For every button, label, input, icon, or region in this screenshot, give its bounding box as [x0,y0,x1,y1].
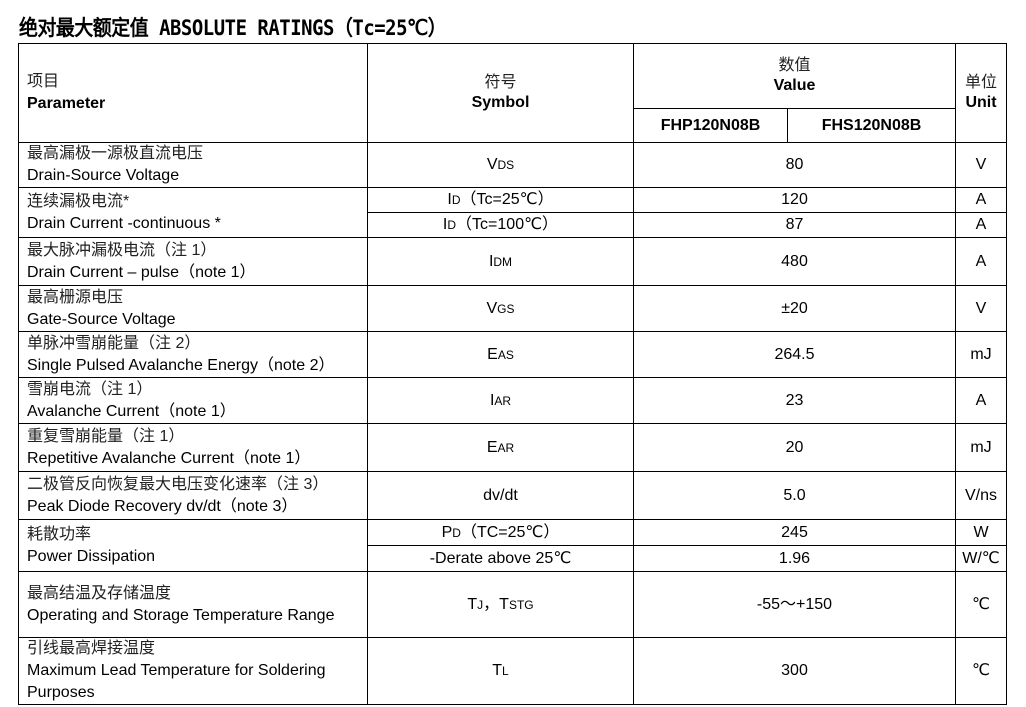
parameter-cell: 雪崩电流（注 1） Avalanche Current（note 1） [18,377,368,424]
table-row: 最高结温及存储温度 Operating and Storage Temperatu… [18,571,1007,638]
unit-cell: V [955,285,1007,332]
symbol-cell: TJ，TSTG [367,571,634,638]
symbol-cell: ID（Tc=25℃） [367,187,634,213]
parameter-cell: 引线最高焊接温度 Maximum Lead Temperature for Sol… [18,637,368,705]
table-row: 引线最高焊接温度 Maximum Lead Temperature for Sol… [18,637,1007,705]
symbol-cell: IDM [367,237,634,286]
value-cell: 300 [633,637,956,705]
unit-cell: ℃ [955,571,1007,638]
table-row: -Derate above 25℃ 1.96 W/℃ [19,545,1007,572]
table-row: 单脉冲雪崩能量（注 2） Single Pulsed Avalanche Ener… [18,331,1007,378]
value-cell: ±20 [633,285,956,332]
table-row: 雪崩电流（注 1） Avalanche Current（note 1） IAR 23 A [18,377,1007,424]
header-value: 数值 Value [633,43,956,109]
value-cell: 23 [633,377,956,424]
table-row: 最高栅源电压 Gate-Source Voltage VGS ±20 V [18,285,1007,332]
value-cell: 87 [633,212,956,238]
header-unit: 单位 Unit [955,43,1007,143]
unit-cell: A [955,212,1007,238]
parameter-cell: 最大脉冲漏极电流（注 1） Drain Current – pulse（note … [18,237,368,286]
header-parameter: 项目 Parameter [18,43,368,143]
unit-cell: ℃ [955,637,1007,705]
symbol-cell: VGS [367,285,634,332]
parameter-cell: 最高漏极一源极直流电压 Drain-Source Voltage [18,142,368,188]
unit-cell: mJ [955,423,1007,472]
table-row: 最大脉冲漏极电流（注 1） Drain Current – pulse（note … [18,237,1007,286]
symbol-cell: IAR [367,377,634,424]
parameter-cell: 二极管反向恢复最大电压变化速率（注 3） Peak Diode Recovery… [18,471,368,520]
table-row: ID（Tc=100℃） 87 A [19,212,1007,238]
value-cell: 480 [633,237,956,286]
parameter-cell: 重复雪崩能量（注 1） Repetitive Avalanche Current（… [18,423,368,472]
unit-cell: A [955,187,1007,213]
parameter-cell: 单脉冲雪崩能量（注 2） Single Pulsed Avalanche Ener… [18,331,368,378]
parameter-cell: 耗散功率 Power Dissipation [18,519,368,572]
table-row: 耗散功率 Power Dissipation PD（TC=25℃） 245 W [18,519,1007,572]
unit-cell: A [955,237,1007,286]
symbol-cell: PD（TC=25℃） [367,519,634,546]
value-cell: -55～+150 [633,571,956,638]
value-cell: 80 [633,142,956,188]
symbol-cell: EAR [367,423,634,472]
parameter-cell: 最高栅源电压 Gate-Source Voltage [18,285,368,332]
value-cell: 245 [633,519,956,546]
value-cell: 1.96 [633,545,956,572]
ratings-table: 项目 Parameter 符号 Symbol 数值 Value 单位 Unit FHP1… [18,43,1007,705]
page-title: 绝对最大额定值 ABSOLUTE RATINGS（Tc=25℃） [19,16,447,40]
value-cell: 20 [633,423,956,472]
value-cell: 264.5 [633,331,956,378]
value-cell: 5.0 [633,471,956,520]
symbol-cell: ID（Tc=100℃） [367,212,634,238]
value-cell: 120 [633,187,956,213]
symbol-cell: dv/dt [367,471,634,520]
unit-cell: V [955,142,1007,188]
table-row: 最高漏极一源极直流电压 Drain-Source Voltage VDS 80 V [18,142,1007,188]
unit-cell: mJ [955,331,1007,378]
parameter-cell: 连续漏极电流* Drain Current -continuous * [18,187,368,238]
unit-cell: A [955,377,1007,424]
unit-cell: W [955,519,1007,546]
table-row: 连续漏极电流* Drain Current -continuous * ID（Tc=… [18,187,1007,238]
symbol-cell: EAS [367,331,634,378]
table-row: 二极管反向恢复最大电压变化速率（注 3） Peak Diode Recovery… [18,471,1007,520]
header-part-1: FHP120N08B [633,108,788,143]
parameter-cell: 最高结温及存储温度 Operating and Storage Temperatu… [18,571,368,638]
symbol-cell: VDS [367,142,634,188]
header-symbol: 符号 Symbol [367,43,634,143]
header-part-2: FHS120N08B [787,108,956,143]
symbol-cell: -Derate above 25℃ [367,545,634,572]
unit-cell: V/ns [955,471,1007,520]
table-row: 重复雪崩能量（注 1） Repetitive Avalanche Current（… [18,423,1007,472]
unit-cell: W/℃ [955,545,1007,572]
symbol-cell: TL [367,637,634,705]
